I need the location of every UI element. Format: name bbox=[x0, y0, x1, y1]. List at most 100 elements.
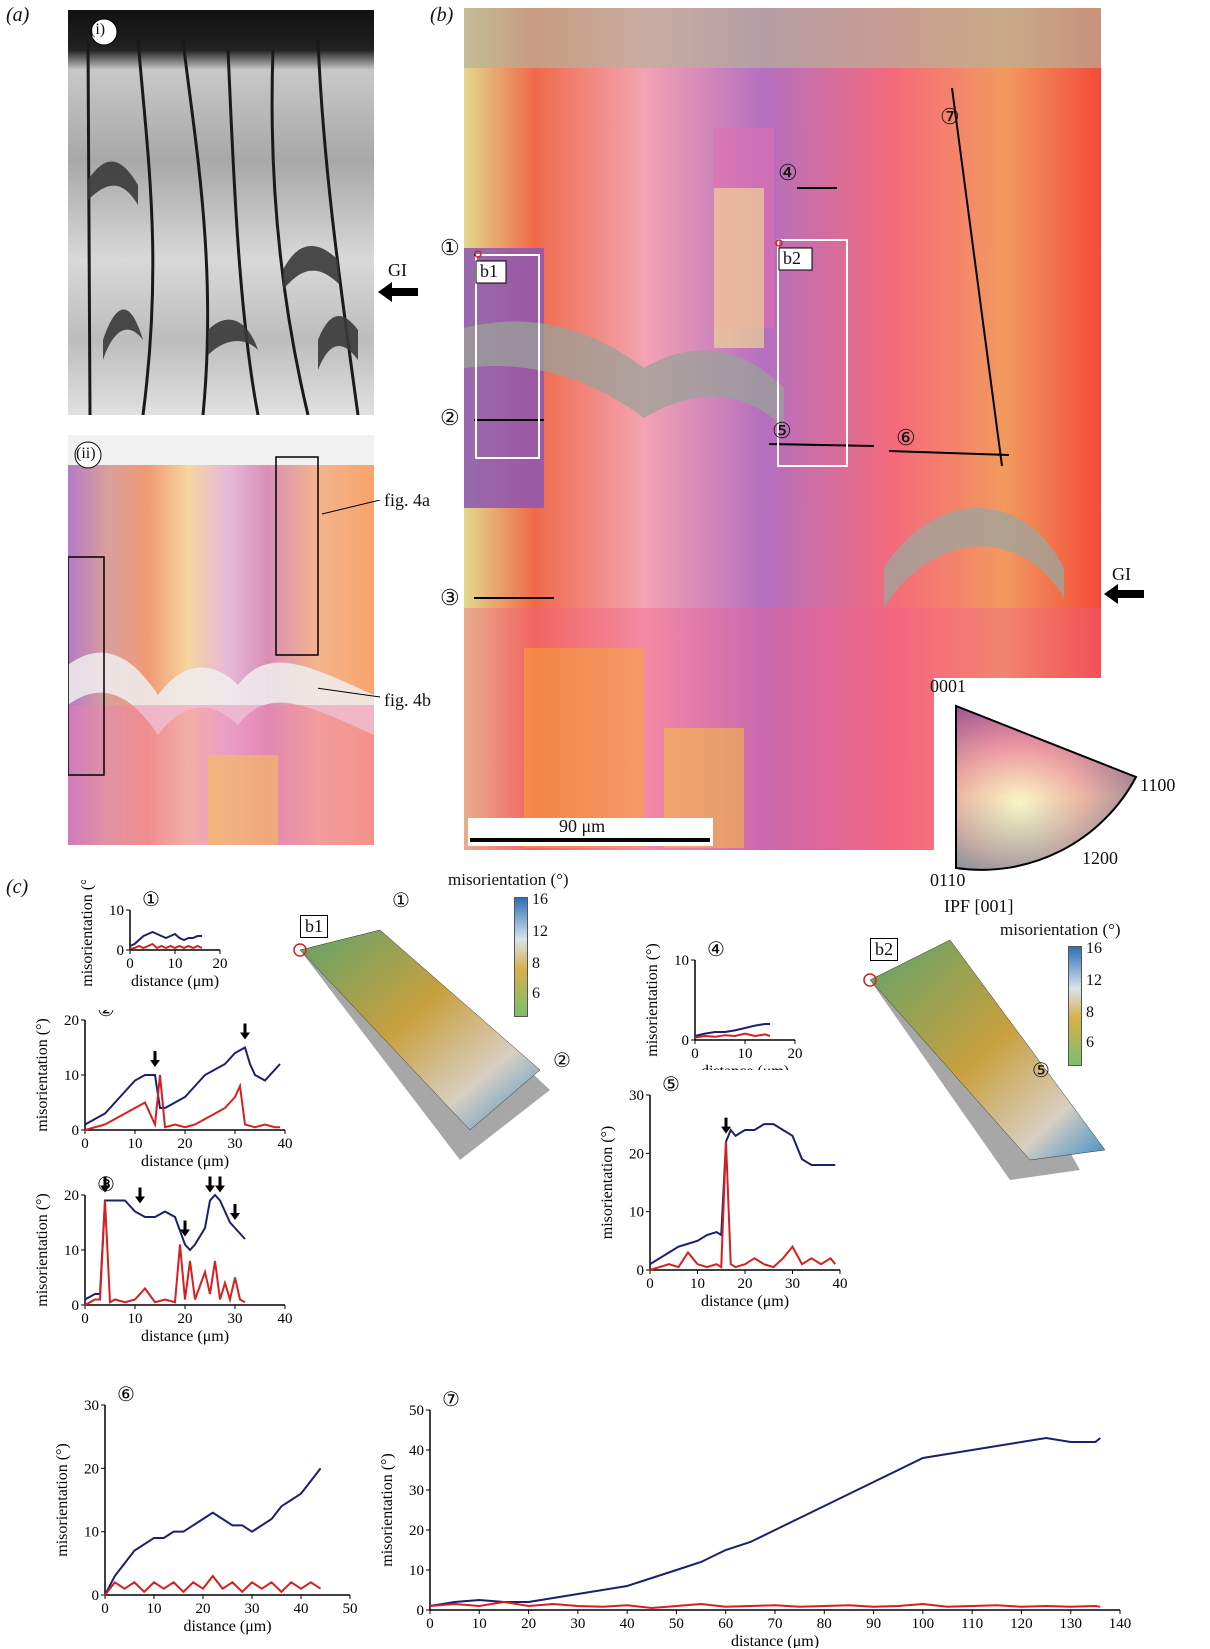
blue-series-line bbox=[649, 1123, 836, 1266]
fig4a-label: fig. 4a bbox=[384, 490, 430, 510]
x-tick-label: 0 bbox=[101, 1601, 109, 1617]
down-arrow-icon bbox=[721, 1126, 731, 1134]
chart-marker: ⑦ bbox=[442, 1389, 460, 1411]
x-tick-label: 0 bbox=[426, 1616, 434, 1632]
x-axis-label: distance (μm) bbox=[701, 1293, 789, 1310]
panel-label-b: (b) bbox=[430, 4, 454, 26]
x-tick-label: 40 bbox=[278, 1136, 293, 1152]
marker-6: ⑥ bbox=[896, 425, 916, 450]
gi-label-b: GI bbox=[1112, 564, 1131, 584]
x-axis-label: distance (μm) bbox=[141, 1328, 229, 1345]
y-tick-label: 10 bbox=[84, 1525, 99, 1541]
colorbar-b2-tick: 6 bbox=[1086, 1034, 1094, 1051]
x-tick-label: 10 bbox=[738, 1046, 753, 1062]
marker-3: ③ bbox=[440, 585, 460, 610]
x-axis-label: distance (μm) bbox=[131, 973, 219, 990]
micrograph-grayscale: (i) bbox=[68, 10, 374, 415]
gi-arrow-icon-b bbox=[1104, 584, 1144, 604]
x-tick-label: 40 bbox=[278, 1311, 293, 1327]
colorbar-title-b1: misorientation (°) bbox=[448, 870, 569, 889]
scale-bar-label: 90 μm bbox=[559, 816, 606, 836]
blue-series-line bbox=[129, 930, 202, 947]
panel-label-a: (a) bbox=[6, 4, 30, 26]
chart-marker: ① bbox=[142, 889, 160, 911]
red-series-line bbox=[84, 1074, 280, 1131]
y-tick-label: 0 bbox=[117, 943, 125, 959]
y-tick-label: 50 bbox=[409, 1403, 424, 1419]
y-axis-label: misorientation (°) bbox=[54, 1443, 71, 1556]
y-tick-label: 20 bbox=[629, 1146, 644, 1162]
x-tick-label: 20 bbox=[521, 1616, 536, 1632]
sublabel-i: (i) bbox=[90, 21, 106, 38]
x-tick-label: 30 bbox=[228, 1311, 243, 1327]
surface-b1-marker-2: ② bbox=[553, 1050, 571, 1072]
ipf-caption: IPF [001] bbox=[944, 896, 1014, 916]
x-axis-label: distance (μm) bbox=[141, 1153, 229, 1170]
colorbar-b1 bbox=[514, 897, 528, 1017]
colorbar-b2-tick: 12 bbox=[1086, 972, 1102, 989]
y-tick-label: 0 bbox=[92, 1588, 100, 1604]
x-tick-label: 110 bbox=[961, 1616, 983, 1632]
chart-marker: ④ bbox=[707, 940, 725, 961]
x-tick-label: 20 bbox=[213, 956, 228, 972]
x-tick-label: 0 bbox=[126, 956, 134, 972]
surface-plot-b1 bbox=[293, 929, 550, 1160]
colorbar-b1-tick: 8 bbox=[532, 955, 540, 972]
x-tick-label: 10 bbox=[690, 1276, 705, 1292]
x-tick-label: 100 bbox=[912, 1616, 935, 1632]
colorbar-b1-tick: 12 bbox=[532, 923, 548, 940]
down-arrow-icon bbox=[100, 1185, 110, 1193]
chart-marker: ② bbox=[97, 1010, 115, 1021]
y-tick-label: 0 bbox=[417, 1603, 425, 1619]
y-tick-label: 20 bbox=[64, 1188, 79, 1204]
down-arrow-icon bbox=[215, 1185, 225, 1193]
surface-plot-b2 bbox=[863, 939, 1106, 1180]
x-tick-label: 30 bbox=[570, 1616, 585, 1632]
x-tick-label: 20 bbox=[788, 1046, 803, 1062]
y-tick-label: 30 bbox=[84, 1398, 99, 1414]
colorbar-b1-tick: 16 bbox=[532, 891, 548, 908]
y-axis-label: misorientation (°) bbox=[34, 1193, 51, 1306]
box-label-b2: b2 bbox=[783, 248, 801, 268]
x-tick-label: 40 bbox=[620, 1616, 635, 1632]
blue-series-line bbox=[429, 1436, 1101, 1607]
x-tick-label: 10 bbox=[128, 1311, 143, 1327]
x-tick-label: 140 bbox=[1109, 1616, 1132, 1632]
red-series-line bbox=[649, 1141, 837, 1271]
red-series-line bbox=[84, 1200, 246, 1306]
x-tick-label: 20 bbox=[196, 1601, 211, 1617]
y-tick-label: 30 bbox=[409, 1483, 424, 1499]
x-axis-label: distance (μm) bbox=[701, 1063, 789, 1070]
x-tick-label: 0 bbox=[646, 1276, 654, 1292]
colorbar-b1-tick: 6 bbox=[532, 985, 540, 1002]
marker-5: ⑤ bbox=[772, 418, 792, 443]
x-tick-label: 130 bbox=[1059, 1616, 1082, 1632]
y-tick-label: 40 bbox=[409, 1443, 424, 1459]
surface-label-b2: b2 bbox=[870, 938, 898, 961]
y-tick-label: 10 bbox=[674, 953, 689, 969]
x-tick-label: 20 bbox=[738, 1276, 753, 1292]
red-series-line bbox=[429, 1600, 1101, 1610]
x-tick-label: 20 bbox=[178, 1136, 193, 1152]
x-axis-label: distance (μm) bbox=[183, 1618, 271, 1635]
y-tick-label: 0 bbox=[637, 1263, 645, 1279]
surface-b1-marker-1: ① bbox=[392, 890, 410, 912]
panel-label-c: (c) bbox=[6, 876, 29, 898]
colorbar-b2-tick: 16 bbox=[1086, 940, 1102, 957]
x-tick-label: 90 bbox=[866, 1616, 881, 1632]
y-tick-label: 0 bbox=[682, 1033, 690, 1049]
x-tick-label: 10 bbox=[128, 1136, 143, 1152]
x-tick-label: 80 bbox=[817, 1616, 832, 1632]
red-series-line bbox=[104, 1574, 322, 1596]
y-axis-label: misorientation (°) bbox=[34, 1018, 51, 1131]
blue-series-line bbox=[104, 1467, 322, 1596]
gi-arrow-icon-a bbox=[378, 282, 418, 302]
ipf-label-1200: 1200 bbox=[1082, 848, 1118, 868]
chart-marker: ⑥ bbox=[117, 1384, 135, 1406]
surface-label-b1: b1 bbox=[300, 915, 328, 938]
marker-2: ② bbox=[440, 405, 460, 430]
x-tick-label: 10 bbox=[472, 1616, 487, 1632]
